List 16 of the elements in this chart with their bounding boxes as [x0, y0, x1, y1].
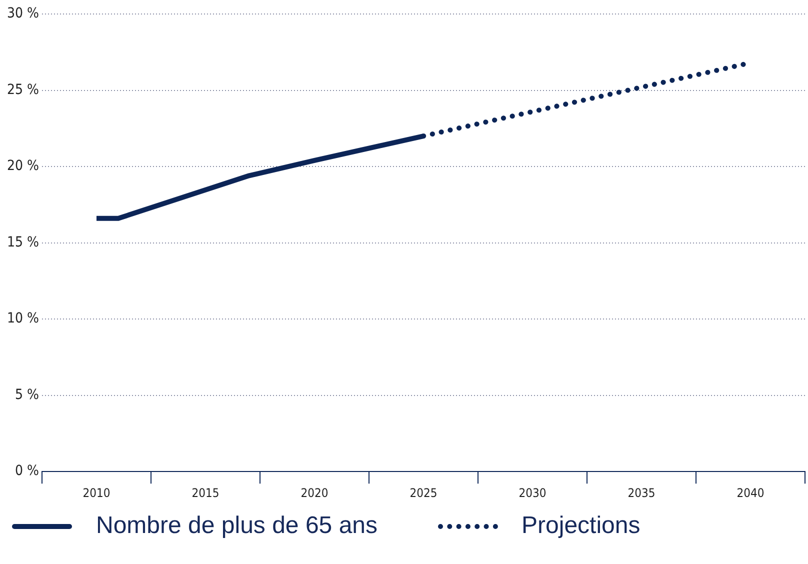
y-tick-label: 5 %	[15, 386, 40, 403]
x-tick-label: 2035	[628, 486, 656, 500]
y-tick-label: 0 %	[15, 463, 40, 480]
y-tick-label: 10 %	[6, 310, 40, 327]
x-tick-label: 2040	[736, 486, 764, 500]
y-tick-label: 15 %	[6, 234, 40, 250]
x-tick-label: 2025	[410, 486, 438, 500]
y-tick-label: 20 %	[6, 158, 40, 174]
x-tick-label: 2015	[192, 486, 220, 500]
y-tick-label: 25 %	[6, 82, 40, 98]
x-tick-label: 2030	[518, 486, 546, 500]
x-tick-label: 2020	[300, 486, 328, 500]
legend-label: Projections	[522, 512, 640, 540]
y-tick-label: 30 %	[6, 6, 40, 22]
x-tick-label: 2010	[82, 486, 110, 500]
legend-label: Nombre de plus de 65 ans	[96, 512, 378, 540]
